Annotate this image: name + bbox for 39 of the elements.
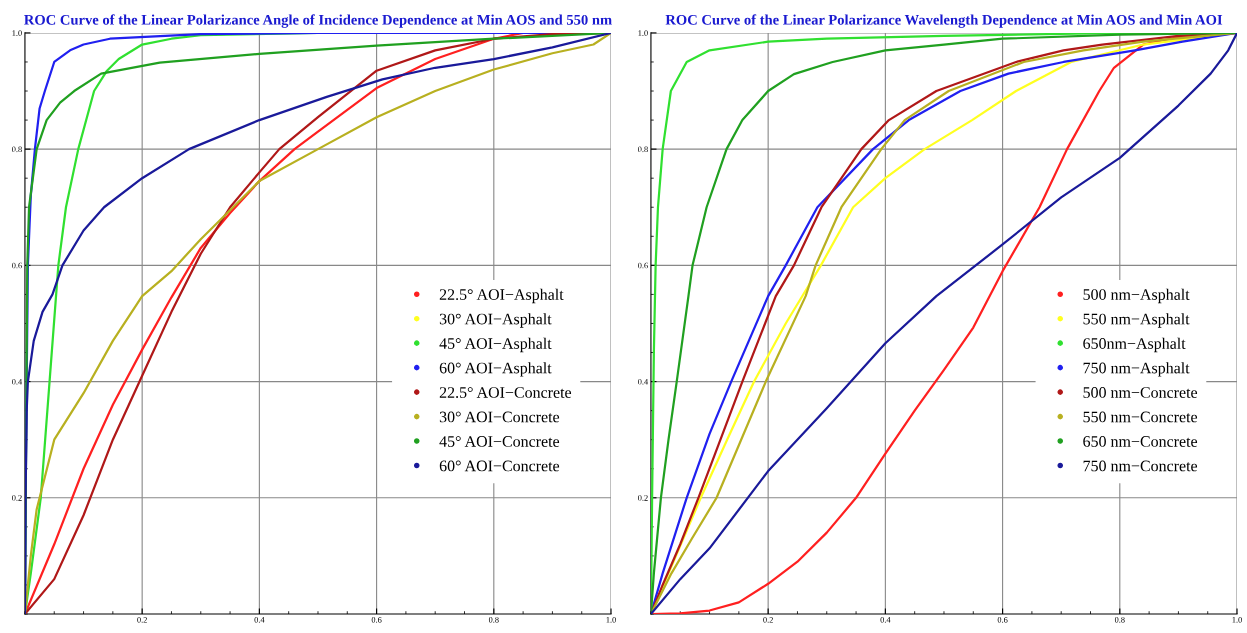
y-tick-label: 0.4 (12, 378, 23, 385)
legend-label: 650 nm−Concrete (1083, 436, 1198, 447)
x-tick-label: 0.8 (1114, 617, 1125, 623)
line-series (650, 32, 1238, 615)
legend-label: 45° AOI−Concrete (439, 436, 560, 447)
legend-label: 650nm−Asphalt (1083, 337, 1186, 353)
legend-label: 750 nm−Asphalt (1083, 362, 1190, 377)
legend-label: 30° AOI−Asphalt (439, 313, 552, 328)
x-tick-label: 0.4 (254, 617, 265, 623)
y-tick-label: 1.0 (12, 30, 22, 36)
legend-label: 750 nm−Concrete (1083, 460, 1198, 472)
legend-label: 30° AOI−Concrete (439, 411, 560, 423)
y-tick-label: 0.4 (638, 378, 649, 385)
legend-label: 500 nm−Asphalt (1083, 288, 1190, 304)
y-tick-label: 0.6 (12, 262, 22, 269)
x-tick-label: 0.2 (137, 617, 147, 623)
x-tick-label: 1.0 (606, 617, 616, 623)
legend-label: 22.5° AOI−Asphalt (439, 288, 564, 304)
legend-label: 550 nm−Concrete (1083, 411, 1198, 423)
legend-label: 60° AOI−Asphalt (439, 362, 552, 377)
legend-label: 45° AOI−Asphalt (439, 337, 552, 353)
x-tick-label: 0.6 (997, 617, 1008, 623)
x-tick-label: 0.2 (763, 617, 773, 623)
chart-title: ROC Curve of the Linear Polarizance Angle of Incidence Dependence at Min AOS and 550 nm (24, 14, 612, 28)
y-tick-label: 0.2 (638, 495, 648, 501)
y-tick-label: 0.6 (638, 262, 648, 269)
legend-label: 22.5° AOI−Concrete (439, 387, 572, 398)
legend-label: 500 nm−Concrete (1083, 387, 1198, 398)
x-tick-label: 0.8 (488, 617, 499, 623)
x-tick-label: 0.6 (371, 617, 382, 623)
chart-title: ROC Curve of the Linear Polarizance Wavelength Dependence at Min AOS and Min AOI (665, 14, 1223, 28)
x-tick-label: 0.4 (880, 617, 891, 623)
legend-label: 60° AOI−Concrete (439, 460, 560, 472)
y-tick-label: 0.8 (12, 146, 22, 153)
legend-label: 550 nm−Asphalt (1083, 313, 1190, 328)
y-tick-label: 0.8 (638, 146, 648, 153)
x-tick-label: 1.0 (1232, 617, 1242, 623)
y-tick-label: 0.2 (12, 495, 22, 501)
y-tick-label: 1.0 (638, 30, 648, 36)
